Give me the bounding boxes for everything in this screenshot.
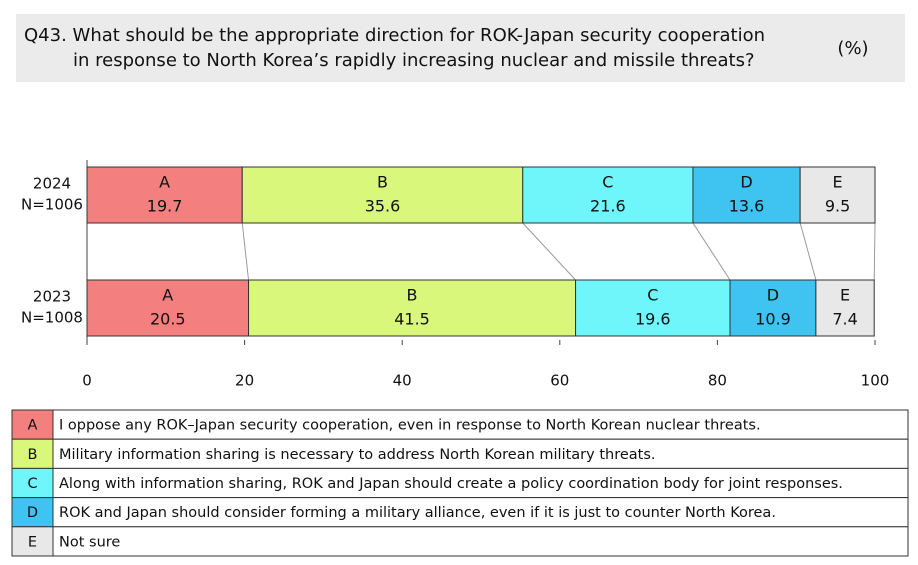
title-box: [16, 14, 905, 82]
value-label: 10.9: [755, 310, 791, 329]
legend-text: Not sure: [59, 534, 120, 550]
legend-text: ROK and Japan should consider forming a …: [59, 505, 776, 521]
segment-name: B: [407, 286, 418, 305]
segment-name: C: [647, 286, 658, 305]
x-tick-label: 80: [708, 372, 727, 390]
connector: [799, 222, 817, 281]
unit-label: (%): [837, 38, 868, 59]
value-label: 19.7: [147, 197, 183, 216]
category-note: N=1008: [21, 309, 83, 327]
connector: [522, 222, 576, 281]
connector: [873, 222, 876, 281]
segment-name: C: [602, 173, 613, 192]
legend-cell: [52, 497, 909, 528]
x-tick-label: 20: [235, 372, 254, 390]
legend-swatch: [11, 467, 54, 499]
category-label: 2024: [33, 175, 71, 193]
legend-cell: [52, 409, 909, 440]
bar-segment: [86, 279, 250, 337]
legend-key: C: [27, 476, 37, 492]
segment-name: B: [377, 173, 388, 192]
bar-segment: [575, 279, 731, 337]
value-label: 7.4: [832, 310, 857, 329]
legend-key: E: [28, 534, 37, 550]
bar-segment: [248, 279, 577, 337]
legend-swatch: [11, 438, 54, 469]
value-label: 21.6: [590, 197, 626, 216]
legend-cell: [52, 467, 909, 499]
value-label: 20.5: [150, 310, 186, 329]
legend-cell: [52, 438, 909, 469]
legend-text: Along with information sharing, ROK and …: [59, 476, 843, 492]
chart-title: in response to North Korea’s rapidly inc…: [73, 50, 755, 71]
legend-key: D: [27, 505, 38, 521]
legend-cell: [52, 526, 909, 557]
legend-key: A: [28, 418, 38, 434]
x-tick-label: 60: [550, 372, 569, 390]
legend-key: B: [28, 447, 38, 463]
segment-name: A: [159, 173, 170, 192]
bar-segment: [799, 166, 876, 224]
legend-text: Military information sharing is necessar…: [59, 447, 656, 463]
chart-title: Q43. What should be the appropriate dire…: [24, 25, 765, 46]
value-label: 19.6: [635, 310, 671, 329]
bar-segment: [729, 279, 817, 337]
connector: [692, 222, 731, 281]
segment-name: D: [740, 173, 752, 192]
value-label: 41.5: [394, 310, 430, 329]
category-note: N=1006: [21, 196, 83, 214]
category-label: 2023: [33, 288, 71, 306]
segment-name: D: [767, 286, 779, 305]
legend-text: I oppose any ROK–Japan security cooperat…: [59, 418, 761, 434]
value-label: 35.6: [365, 197, 401, 216]
x-tick-label: 40: [393, 372, 412, 390]
segment-name: E: [840, 286, 850, 305]
connector: [241, 222, 250, 281]
segment-name: A: [162, 286, 173, 305]
bar-segment: [522, 166, 694, 224]
bar-segment: [815, 279, 875, 337]
x-tick-label: 0: [82, 372, 92, 390]
segment-name: E: [833, 173, 843, 192]
value-label: 13.6: [729, 197, 765, 216]
bar-segment: [692, 166, 801, 224]
legend-swatch: [11, 526, 54, 557]
x-tick-label: 100: [861, 372, 890, 390]
bar-segment: [241, 166, 524, 224]
value-label: 9.5: [825, 197, 850, 216]
